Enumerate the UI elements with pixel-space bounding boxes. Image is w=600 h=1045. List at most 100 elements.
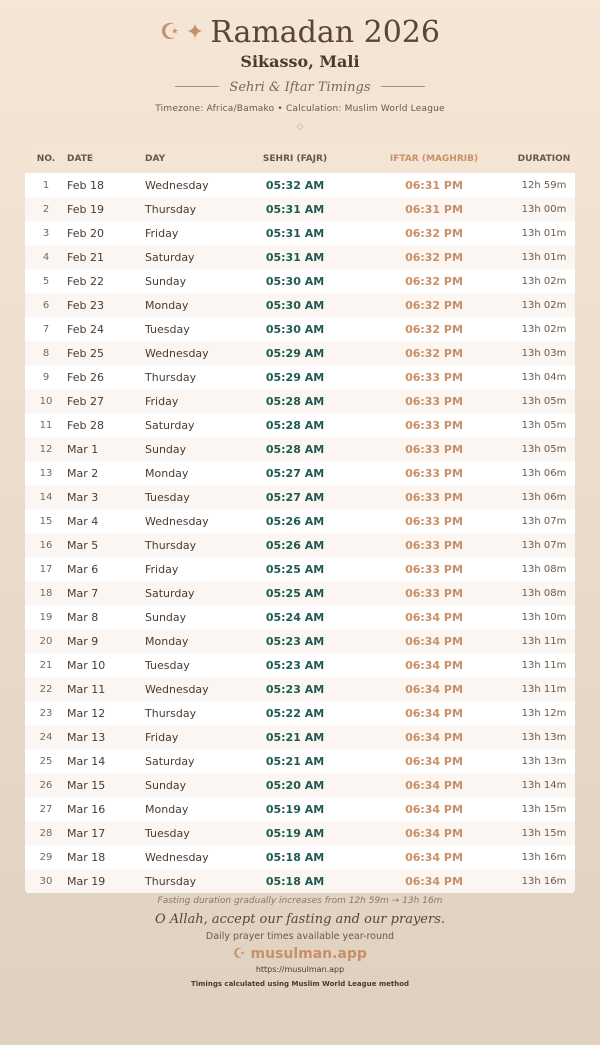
row-no: 21 [39, 659, 53, 671]
row-day: Friday [145, 730, 179, 744]
row-day: Thursday [145, 370, 197, 384]
table-row: 16 Mar 5 Thursday 05:26 AM 06:33 PM 13h 07m [25, 533, 575, 557]
row-date: Mar 1 [67, 442, 99, 456]
crescent-icon: ☪ [233, 946, 251, 962]
row-sehri: 05:30 AM [265, 322, 325, 336]
row-duration: 13h 15m [521, 803, 567, 815]
brand-link[interactable]: ☪ musulman.app [0, 946, 600, 963]
row-date: Feb 28 [67, 418, 104, 432]
row-day: Thursday [145, 706, 197, 720]
row-no: 23 [39, 707, 53, 719]
row-duration: 13h 14m [521, 779, 567, 791]
row-date: Feb 27 [67, 394, 104, 408]
row-sehri: 05:21 AM [265, 754, 325, 768]
row-sehri: 05:29 AM [265, 346, 325, 360]
row-no: 5 [42, 275, 50, 287]
row-day: Thursday [145, 202, 197, 216]
row-sehri: 05:23 AM [265, 682, 325, 696]
row-no: 3 [42, 227, 50, 239]
row-date: Feb 24 [67, 322, 104, 336]
table-row: 15 Mar 4 Wednesday 05:26 AM 06:33 PM 13h 07m [25, 509, 575, 533]
table-row: 25 Mar 14 Saturday 05:21 AM 06:34 PM 13h 13m [25, 749, 575, 773]
row-iftar: 06:33 PM [405, 370, 463, 384]
timings-table: NO. DATE DAY SEHRI (FAJR) IFTAR (MAGHRIB… [25, 144, 575, 893]
row-iftar: 06:32 PM [405, 250, 463, 264]
row-no: 28 [39, 827, 53, 839]
row-date: Feb 19 [67, 202, 104, 216]
row-sehri: 05:19 AM [265, 802, 325, 816]
divider [175, 86, 220, 87]
row-no: 9 [42, 371, 50, 383]
row-iftar: 06:34 PM [405, 850, 463, 864]
row-duration: 13h 02m [521, 299, 567, 311]
url-link[interactable]: https://musulman.app [255, 965, 345, 974]
row-sehri: 05:27 AM [265, 466, 325, 480]
table-row: 26 Mar 15 Sunday 05:20 AM 06:34 PM 13h 14m [25, 773, 575, 797]
row-iftar: 06:32 PM [405, 226, 463, 240]
row-iftar: 06:34 PM [405, 802, 463, 816]
row-no: 12 [39, 443, 53, 455]
row-day: Wednesday [145, 682, 209, 696]
table-row: 13 Mar 2 Monday 05:27 AM 06:33 PM 13h 06m [25, 461, 575, 485]
row-sehri: 05:22 AM [265, 706, 325, 720]
col-day: DAY [145, 153, 166, 164]
row-day: Friday [145, 394, 179, 408]
table-row: 29 Mar 18 Wednesday 05:18 AM 06:34 PM 13h 16m [25, 845, 575, 869]
row-date: Feb 22 [67, 274, 104, 288]
table-row: 27 Mar 16 Monday 05:19 AM 06:34 PM 13h 15m [25, 797, 575, 821]
row-iftar: 06:34 PM [405, 682, 463, 696]
table-row: 4 Feb 21 Saturday 05:31 AM 06:32 PM 13h 01m [25, 245, 575, 269]
row-date: Mar 6 [67, 562, 99, 576]
row-duration: 13h 05m [521, 395, 567, 407]
col-iftar: IFTAR (MAGHRIB) [389, 153, 479, 164]
row-duration: 13h 16m [521, 875, 567, 887]
row-iftar: 06:33 PM [405, 562, 463, 576]
row-day: Saturday [145, 586, 195, 600]
row-iftar: 06:31 PM [405, 178, 463, 192]
row-iftar: 06:33 PM [405, 466, 463, 480]
row-duration: 13h 11m [521, 635, 567, 647]
row-sehri: 05:21 AM [265, 730, 325, 744]
row-day: Tuesday [145, 490, 190, 504]
row-day: Saturday [145, 418, 195, 432]
row-no: 30 [39, 875, 53, 887]
row-sehri: 05:23 AM [265, 634, 325, 648]
row-sehri: 05:18 AM [265, 874, 325, 888]
diamond-icon: ◇ [296, 122, 304, 132]
row-no: 25 [39, 755, 53, 767]
city-name: Sikasso, Mali [240, 52, 360, 71]
row-duration: 13h 12m [521, 707, 567, 719]
row-iftar: 06:34 PM [405, 874, 463, 888]
row-iftar: 06:34 PM [405, 610, 463, 624]
table-row: 8 Feb 25 Wednesday 05:29 AM 06:32 PM 13h 03m [25, 341, 575, 365]
row-no: 14 [39, 491, 53, 503]
row-date: Mar 8 [67, 610, 99, 624]
row-day: Tuesday [145, 658, 190, 672]
row-date: Mar 9 [67, 634, 99, 648]
row-day: Monday [145, 466, 189, 480]
row-duration: 13h 05m [521, 443, 567, 455]
row-day: Sunday [145, 610, 187, 624]
row-duration: 13h 07m [521, 539, 567, 551]
row-date: Mar 16 [67, 802, 106, 816]
row-duration: 12h 59m [521, 179, 567, 191]
row-duration: 13h 07m [521, 515, 567, 527]
row-date: Mar 12 [67, 706, 106, 720]
row-date: Feb 18 [67, 178, 104, 192]
row-sehri: 05:31 AM [265, 250, 325, 264]
row-no: 11 [39, 419, 53, 431]
row-sehri: 05:27 AM [265, 490, 325, 504]
row-iftar: 06:34 PM [405, 658, 463, 672]
row-no: 19 [39, 611, 53, 623]
table-row: 14 Mar 3 Tuesday 05:27 AM 06:33 PM 13h 06m [25, 485, 575, 509]
table-body: 1 Feb 18 Wednesday 05:32 AM 06:31 PM 12h 59m 2… [25, 173, 575, 893]
row-duration: 13h 06m [521, 467, 567, 479]
row-date: Mar 18 [67, 850, 106, 864]
table-row: 18 Mar 7 Saturday 05:25 AM 06:33 PM 13h 08m [25, 581, 575, 605]
row-sehri: 05:32 AM [265, 178, 325, 192]
row-no: 6 [42, 299, 50, 311]
row-duration: 13h 01m [521, 227, 567, 239]
row-iftar: 06:34 PM [405, 634, 463, 648]
table-row: 30 Mar 19 Thursday 05:18 AM 06:34 PM 13h 16m [25, 869, 575, 893]
row-iftar: 06:33 PM [405, 538, 463, 552]
